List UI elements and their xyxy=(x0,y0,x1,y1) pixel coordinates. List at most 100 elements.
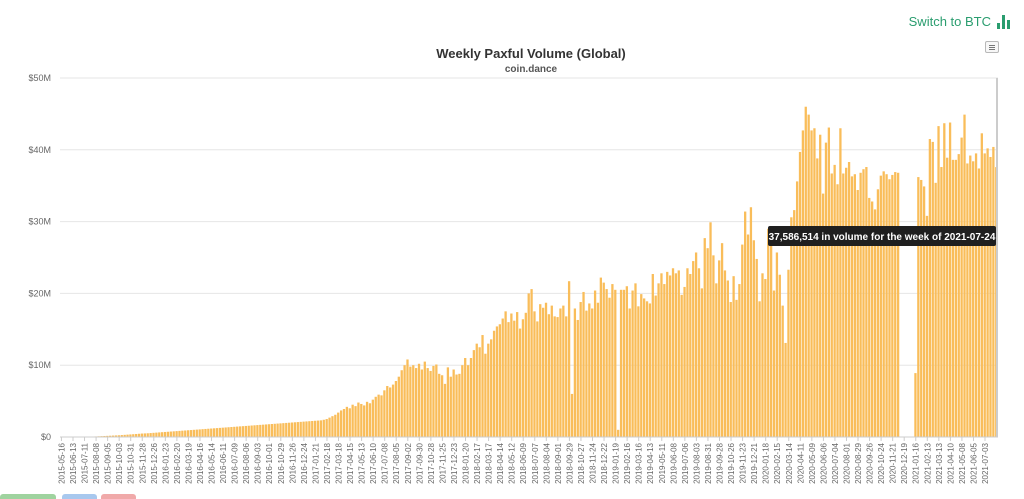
bar[interactable] xyxy=(204,428,207,437)
bar[interactable] xyxy=(957,154,960,438)
bar[interactable] xyxy=(357,402,360,437)
bar[interactable] xyxy=(637,306,640,437)
bar[interactable] xyxy=(299,421,302,437)
bar[interactable] xyxy=(617,429,620,437)
bar[interactable] xyxy=(524,312,527,437)
bar[interactable] xyxy=(853,174,856,437)
bar[interactable] xyxy=(689,274,692,437)
bar[interactable] xyxy=(132,434,135,437)
bar[interactable] xyxy=(313,420,317,437)
bar[interactable] xyxy=(720,243,724,437)
bar[interactable] xyxy=(697,268,701,437)
bar[interactable] xyxy=(426,368,429,437)
bar[interactable] xyxy=(311,420,314,437)
bar[interactable] xyxy=(328,417,331,437)
bar[interactable] xyxy=(380,395,383,437)
bar[interactable] xyxy=(458,373,461,437)
bar[interactable] xyxy=(420,369,424,437)
bar[interactable] xyxy=(247,425,250,437)
bar[interactable] xyxy=(293,422,297,437)
bar[interactable] xyxy=(536,321,539,437)
bar[interactable] xyxy=(389,387,392,437)
bar[interactable] xyxy=(334,414,337,437)
bar[interactable] xyxy=(386,386,389,437)
bar[interactable] xyxy=(279,423,282,437)
bar[interactable] xyxy=(634,283,637,437)
bar[interactable] xyxy=(954,159,957,437)
bar[interactable] xyxy=(466,365,470,437)
bar[interactable] xyxy=(337,412,340,437)
bar[interactable] xyxy=(400,370,403,437)
bar[interactable] xyxy=(236,426,239,437)
bar[interactable] xyxy=(888,179,891,438)
bar[interactable] xyxy=(692,261,695,437)
bar[interactable] xyxy=(611,284,614,437)
bar[interactable] xyxy=(518,328,522,437)
bar[interactable] xyxy=(238,426,242,437)
bar[interactable] xyxy=(256,425,259,437)
bar[interactable] xyxy=(114,435,118,437)
bar[interactable] xyxy=(885,174,888,437)
bar[interactable] xyxy=(989,156,992,438)
bar[interactable] xyxy=(383,390,386,437)
bar[interactable] xyxy=(894,172,897,437)
bar[interactable] xyxy=(403,365,406,437)
bar[interactable] xyxy=(931,141,934,437)
bar[interactable] xyxy=(429,370,432,437)
bar[interactable] xyxy=(873,209,877,437)
bar[interactable] xyxy=(331,416,334,437)
bar[interactable] xyxy=(533,311,536,437)
bar[interactable] xyxy=(830,173,833,438)
bar[interactable] xyxy=(963,114,966,438)
bar[interactable] xyxy=(614,289,617,437)
bar[interactable] xyxy=(345,406,349,437)
bar[interactable] xyxy=(631,290,634,437)
bar[interactable] xyxy=(871,201,874,438)
bar[interactable] xyxy=(438,373,441,437)
bar[interactable] xyxy=(117,435,121,437)
bar[interactable] xyxy=(322,419,325,437)
bar[interactable] xyxy=(787,269,790,437)
bar[interactable] xyxy=(758,301,761,437)
bar[interactable] xyxy=(339,410,343,437)
bar[interactable] xyxy=(804,106,807,437)
switch-to-btc-link[interactable]: Switch to BTC xyxy=(909,14,1010,29)
bar[interactable] xyxy=(686,268,689,437)
bar[interactable] xyxy=(490,339,493,437)
bar[interactable] xyxy=(111,435,115,437)
bar[interactable] xyxy=(671,268,675,437)
bar[interactable] xyxy=(778,274,781,437)
bar[interactable] xyxy=(201,429,204,437)
bar[interactable] xyxy=(221,427,224,437)
bar[interactable] xyxy=(360,403,363,437)
bar[interactable] xyxy=(948,122,952,438)
bar[interactable] xyxy=(723,270,727,437)
bar[interactable] xyxy=(215,428,219,437)
bar[interactable] xyxy=(856,190,859,437)
bar[interactable] xyxy=(726,280,729,437)
bar[interactable] xyxy=(212,428,216,437)
bar[interactable] xyxy=(267,424,271,437)
bar[interactable] xyxy=(276,423,279,437)
bar[interactable] xyxy=(224,427,227,437)
bar[interactable] xyxy=(879,175,882,437)
bar[interactable] xyxy=(541,307,545,437)
bar[interactable] xyxy=(850,176,854,437)
bar[interactable] xyxy=(920,179,923,437)
bar[interactable] xyxy=(241,426,245,437)
bar[interactable] xyxy=(749,207,753,437)
bar[interactable] xyxy=(391,384,395,437)
bar[interactable] xyxy=(741,244,744,437)
bar[interactable] xyxy=(498,324,501,437)
bar[interactable] xyxy=(129,434,132,437)
bar[interactable] xyxy=(694,252,698,437)
bar[interactable] xyxy=(986,148,989,438)
bar[interactable] xyxy=(516,312,519,437)
bar[interactable] xyxy=(608,297,611,437)
bar[interactable] xyxy=(539,304,542,437)
bar[interactable] xyxy=(943,123,946,437)
bar[interactable] xyxy=(821,193,825,437)
bar[interactable] xyxy=(368,403,372,437)
bar[interactable] xyxy=(342,409,346,437)
bar[interactable] xyxy=(288,422,291,437)
